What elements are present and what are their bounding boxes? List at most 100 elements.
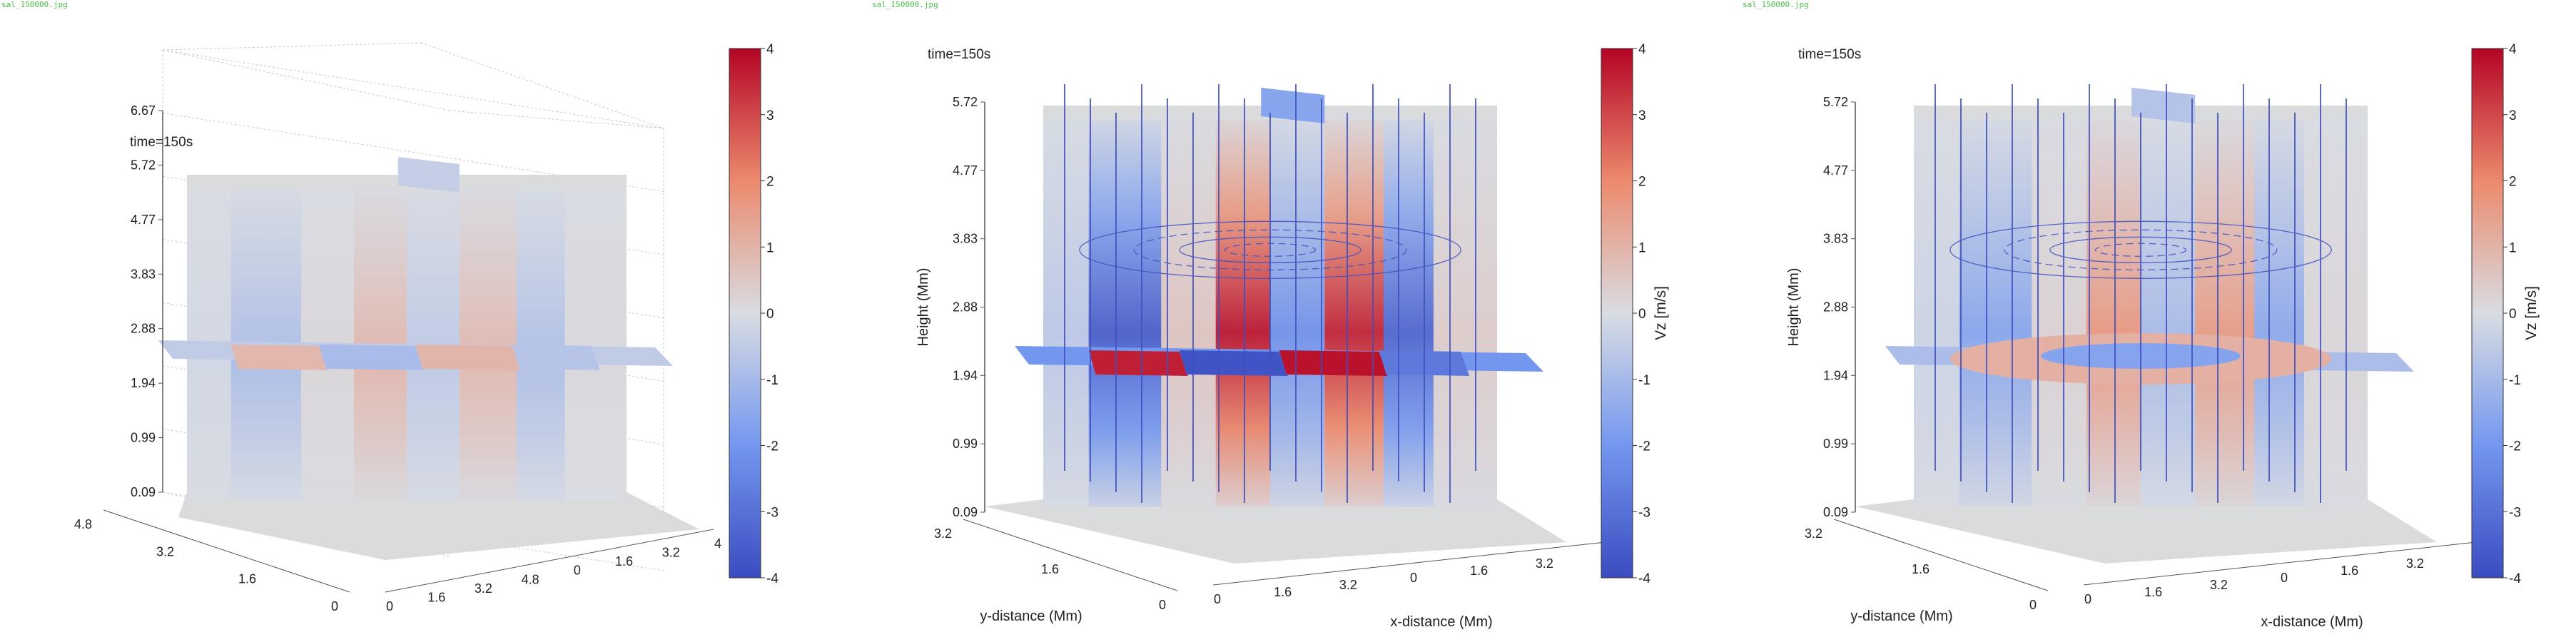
contour-ellipse	[2049, 236, 2232, 263]
perpendicular-slice-tab	[397, 157, 460, 193]
slice-column-6	[2195, 120, 2254, 506]
x-tick-label: 1.6	[615, 554, 633, 569]
chart-panel-3: 0.09 0.99 1.94 2.88 3.83 4.77 5.72 Height (Mm) t…	[1786, 42, 2540, 630]
x-tick-label: 0	[1214, 592, 1221, 606]
x-axis-line	[2083, 541, 2477, 586]
z-tick-label: 2.88	[953, 300, 978, 315]
colorbar-tick-label: -3	[766, 505, 779, 520]
slice-column-6	[459, 189, 517, 499]
slice-column-5	[1270, 120, 1325, 506]
colorbar-tick-label: 3	[1638, 108, 1646, 123]
y-tick-label: 1.6	[238, 572, 256, 586]
z-axis-title: Height (Mm)	[1786, 268, 1802, 346]
time-label: time=150s	[130, 135, 193, 150]
z-tick-label: 4.77	[953, 163, 978, 178]
colorbar-tick-label: -2	[1638, 439, 1650, 454]
colorbar-gradient	[1601, 48, 1633, 579]
colorbar: 4 3 2 1 0 -1 -2 -3 -4	[729, 42, 779, 586]
x-axis: 01.63.201.63.20x-distance (Mm)	[2083, 541, 2484, 630]
colorbar: 4 3 2 1 0 -1 -2 -3 -4 Vz [m/s]	[2471, 42, 2540, 586]
y-axis: 3.2 1.6 0 y-distance (Mm)	[1805, 519, 2049, 624]
slice-column-8	[2303, 120, 2368, 506]
z-tick-label: 1.94	[131, 376, 156, 390]
colorbar-tick-label: -2	[766, 439, 779, 454]
z-tick-label: 1.94	[953, 368, 978, 382]
x-tick-label: 1.6	[1274, 585, 1292, 599]
y-axis-line	[963, 519, 1178, 591]
z-tick-label: 0.09	[953, 505, 978, 519]
colorbar-tick-label: -3	[1638, 505, 1650, 520]
y-tick-label: 3.2	[1805, 526, 1822, 541]
grid-line	[162, 42, 422, 51]
colorbar-tick-label: -2	[2509, 439, 2521, 454]
x-tick-label: 0	[386, 599, 393, 613]
slice-column-8	[564, 189, 627, 499]
colorbar-tick-label: 0	[1638, 307, 1646, 322]
y-tick-label: 1.6	[1041, 562, 1059, 576]
perpendicular-slice-tab	[2131, 88, 2196, 123]
y-tick-label: 3.2	[934, 526, 952, 541]
field-lines	[1934, 84, 2347, 503]
slice-column-2	[1959, 120, 2032, 506]
z-tick-label: 0.99	[953, 437, 978, 451]
x-tick-label: 1.6	[2144, 585, 2162, 599]
contour-ellipse	[1079, 220, 1461, 279]
colorbar-title: Vz [m/s]	[2523, 286, 2540, 340]
x-axis-line	[385, 529, 714, 593]
colorbar-tick-label: 0	[2509, 307, 2517, 322]
slice-column-3	[1161, 120, 1216, 506]
colorbar-tick-label: -1	[766, 373, 779, 388]
y-axis: 3.2 1.6 0 y-distance (Mm)	[934, 519, 1178, 624]
z-tick-label: 0.09	[1823, 505, 1848, 519]
floor-surface	[985, 499, 1566, 564]
colorbar-tick-label: -3	[2509, 505, 2521, 520]
colorbar-gradient	[729, 48, 761, 579]
slice-column-4	[2086, 120, 2141, 506]
colorbar-tick-label: 1	[2509, 240, 2517, 255]
plane-cell-3	[1279, 350, 1388, 376]
slice-column-8	[1433, 120, 1497, 506]
time-label: time=150s	[928, 47, 990, 62]
chart-panel-1: 0.09 0.99 1.94 2.88 3.83 4.77 5.72 6.67 time=150…	[74, 42, 779, 613]
z-tick-label: 3.83	[1823, 232, 1848, 246]
colorbar-tick-label: 3	[2509, 108, 2517, 123]
colorbar-tick-label: -4	[1638, 571, 1650, 586]
contour-ellipse	[2004, 229, 2278, 270]
x-tick-label: 3.2	[475, 581, 492, 596]
z-axis: 0.09 0.99 1.94 2.88 3.83 4.77 5.72 Height (Mm)	[916, 95, 985, 519]
slice-column-1	[1914, 120, 1959, 506]
z-axis: 0.09 0.99 1.94 2.88 3.83 4.77 5.72 Height (Mm)	[1786, 95, 1856, 519]
colorbar-tick-label: 2	[1638, 175, 1646, 190]
grid-line	[162, 49, 664, 129]
colorbar-tick-label: 4	[2509, 42, 2517, 57]
z-tick-label: 5.72	[131, 158, 156, 172]
colorbar-tick-label: 4	[1638, 42, 1646, 57]
plane-cell-3	[415, 345, 521, 370]
x-axis-line	[1212, 541, 1606, 586]
y-tick-label: 0	[1159, 598, 1166, 612]
colorbar-tick-label: 4	[766, 42, 774, 57]
colorbar-tick-label: 1	[766, 240, 774, 255]
y-axis-title: y-distance (Mm)	[980, 608, 1082, 624]
x-tick-label: 3.2	[1339, 578, 1357, 592]
x-axis: 0 1.6 3.2 4.8 0 1.6 3.2 4	[385, 529, 721, 613]
z-tick-label: 5.72	[953, 95, 978, 109]
x-tick-label: 1.6	[1470, 564, 1488, 578]
colorbar-title: Vz [m/s]	[1653, 286, 1669, 340]
z-tick-label: 0.09	[131, 485, 156, 499]
x-tick-label: 0	[2281, 571, 2288, 585]
contour-ellipse	[2094, 243, 2187, 257]
slice-column-1	[1043, 120, 1089, 506]
grid-line	[162, 113, 664, 193]
z-tick-label: 4.77	[1823, 163, 1848, 178]
plane-cell-2	[318, 345, 425, 370]
x-tick-label: 0	[1410, 571, 1417, 585]
x-tick-label: 3.2	[2406, 556, 2424, 571]
z-axis: 0.09 0.99 1.94 2.88 3.83 4.77 5.72 6.67	[131, 103, 163, 499]
z-tick-label: 2.88	[131, 322, 156, 336]
colorbar-tick-label: -4	[2509, 571, 2521, 586]
slice-column-7	[517, 189, 565, 499]
x-tick-label: 3.2	[1536, 556, 1553, 571]
contour-ellipse	[1179, 236, 1361, 263]
y-tick-label: 0	[2029, 598, 2037, 612]
